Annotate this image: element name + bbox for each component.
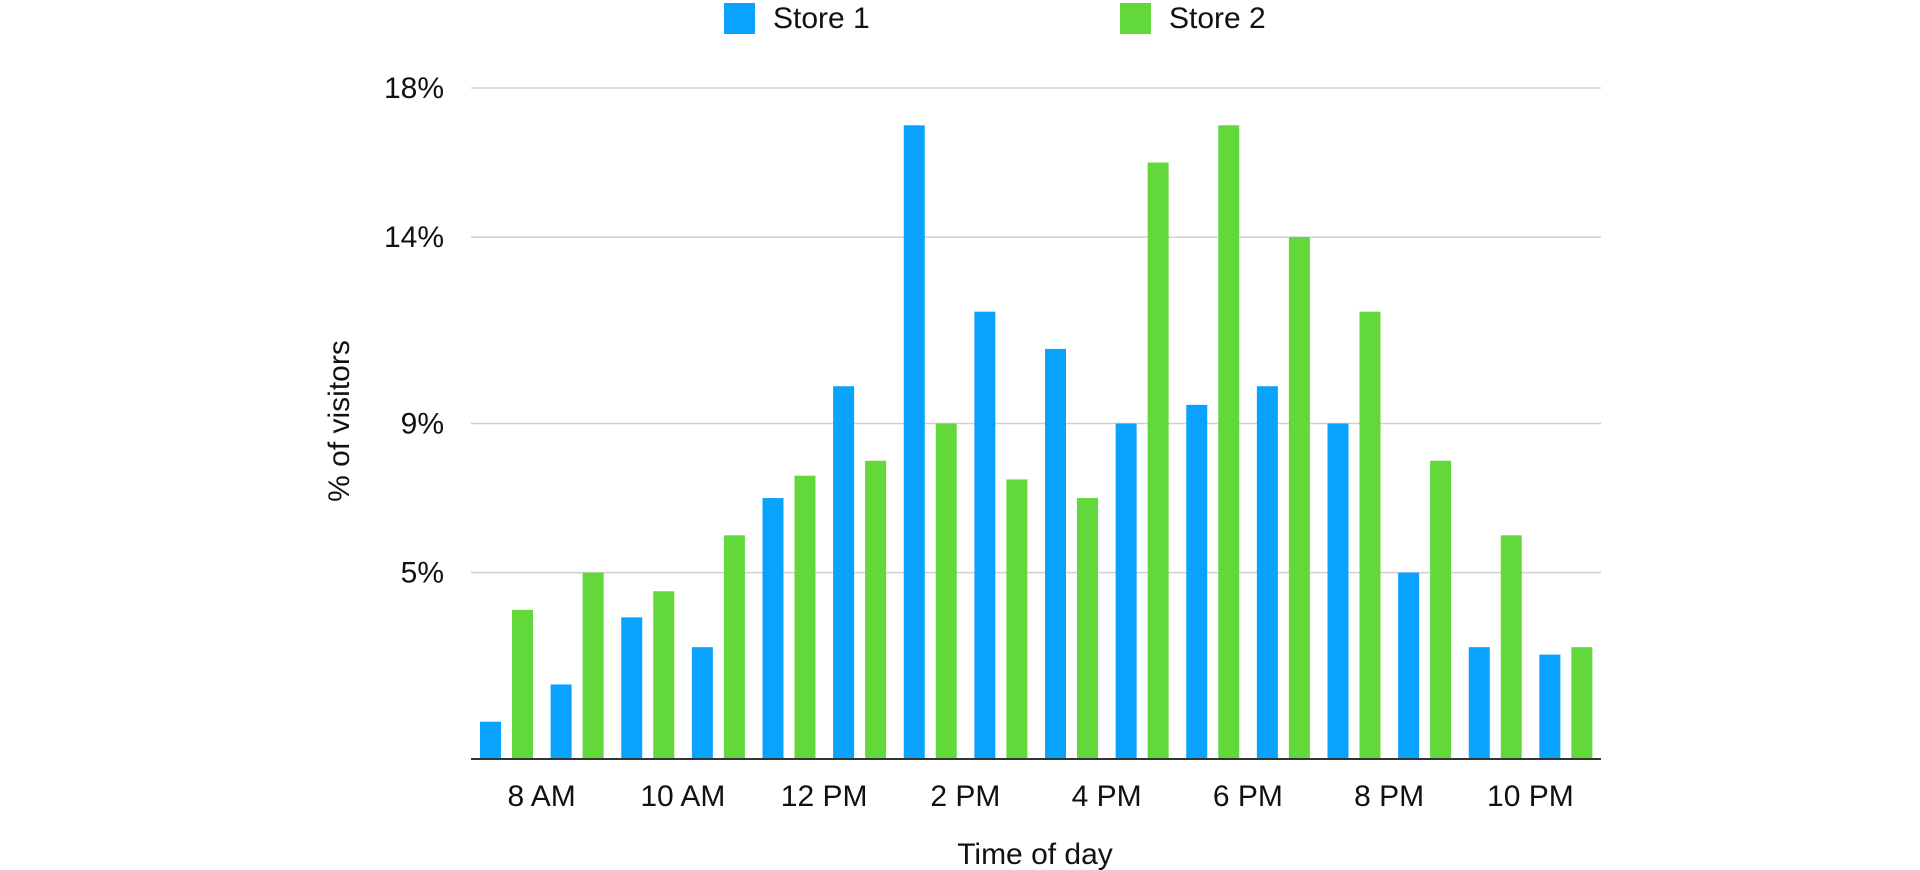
x-tick-label-8-pm: 8 PM <box>1354 780 1424 813</box>
bar-store-2-9-pm <box>1430 460 1452 759</box>
bar-store-2-7-pm <box>1288 237 1310 760</box>
bar-store-2-6-pm <box>1218 125 1240 760</box>
x-tick-label-8-am: 8 AM <box>507 780 575 813</box>
y-axis-tick-labels: 5% 9% 14% 18% <box>384 72 444 590</box>
bar-store-2-8-am <box>512 609 533 759</box>
bar-store-1-3-pm <box>974 311 996 759</box>
bar-store-1-5-pm <box>1115 423 1137 759</box>
bar-store-1-8-am <box>480 721 501 759</box>
bar-store-2-12-pm <box>794 475 816 759</box>
legend-swatch-store-2 <box>1120 3 1151 34</box>
bars <box>480 125 1593 760</box>
bar-store-1-4-pm <box>1045 348 1066 759</box>
bar-store-1-2-pm <box>903 125 925 760</box>
y-tick-label-5: 5% <box>401 557 444 590</box>
bar-store-1-6-pm <box>1186 404 1208 759</box>
legend: Store 1 Store 2 <box>724 2 1266 35</box>
y-tick-label-18: 18% <box>384 72 444 105</box>
legend-label-store-2: Store 2 <box>1169 2 1266 35</box>
bar-store-2-2-pm <box>935 423 957 759</box>
y-tick-label-9: 9% <box>401 408 444 441</box>
bar-store-2-11-am <box>723 535 745 759</box>
x-tick-label-2-pm: 2 PM <box>930 780 1000 813</box>
bar-store-2-5-pm <box>1147 162 1169 760</box>
legend-swatch-store-1 <box>724 3 755 34</box>
y-tick-label-14: 14% <box>384 221 444 254</box>
bar-store-2-10-am <box>653 591 675 759</box>
bar-store-1-9-pm <box>1398 572 1420 759</box>
x-tick-label-12-pm: 12 PM <box>781 780 868 813</box>
y-axis-title: % of visitors <box>323 340 356 502</box>
x-tick-label-10-pm: 10 PM <box>1487 780 1574 813</box>
bar-store-1-9-am <box>550 684 572 759</box>
bar-store-2-4-pm <box>1077 498 1098 759</box>
x-axis-tick-labels: 8 AM 10 AM 12 PM 2 PM 4 PM 6 PM 8 PM 10 PM <box>507 780 1573 813</box>
bar-store-1-12-pm <box>762 498 784 759</box>
x-tick-label-6-pm: 6 PM <box>1213 780 1283 813</box>
bar-store-1-11-pm <box>1539 654 1561 759</box>
bar-store-2-10-pm <box>1500 535 1522 759</box>
bar-store-2-3-pm <box>1006 479 1028 759</box>
x-tick-label-10-am: 10 AM <box>640 780 725 813</box>
bar-store-1-11-am <box>691 647 713 759</box>
bar-store-1-1-pm <box>833 386 855 759</box>
bar-store-2-8-pm <box>1359 311 1381 759</box>
bar-store-1-10-pm <box>1468 647 1490 759</box>
bar-store-1-10-am <box>621 617 643 759</box>
bar-store-1-8-pm <box>1327 423 1349 759</box>
x-tick-label-4-pm: 4 PM <box>1072 780 1142 813</box>
legend-label-store-1: Store 1 <box>773 2 870 35</box>
bar-store-1-7-pm <box>1256 386 1278 759</box>
bar-store-2-1-pm <box>865 460 887 759</box>
bar-store-2-9-am <box>582 572 604 759</box>
bar-store-2-11-pm <box>1571 647 1593 759</box>
x-axis-title: Time of day <box>957 838 1113 870</box>
